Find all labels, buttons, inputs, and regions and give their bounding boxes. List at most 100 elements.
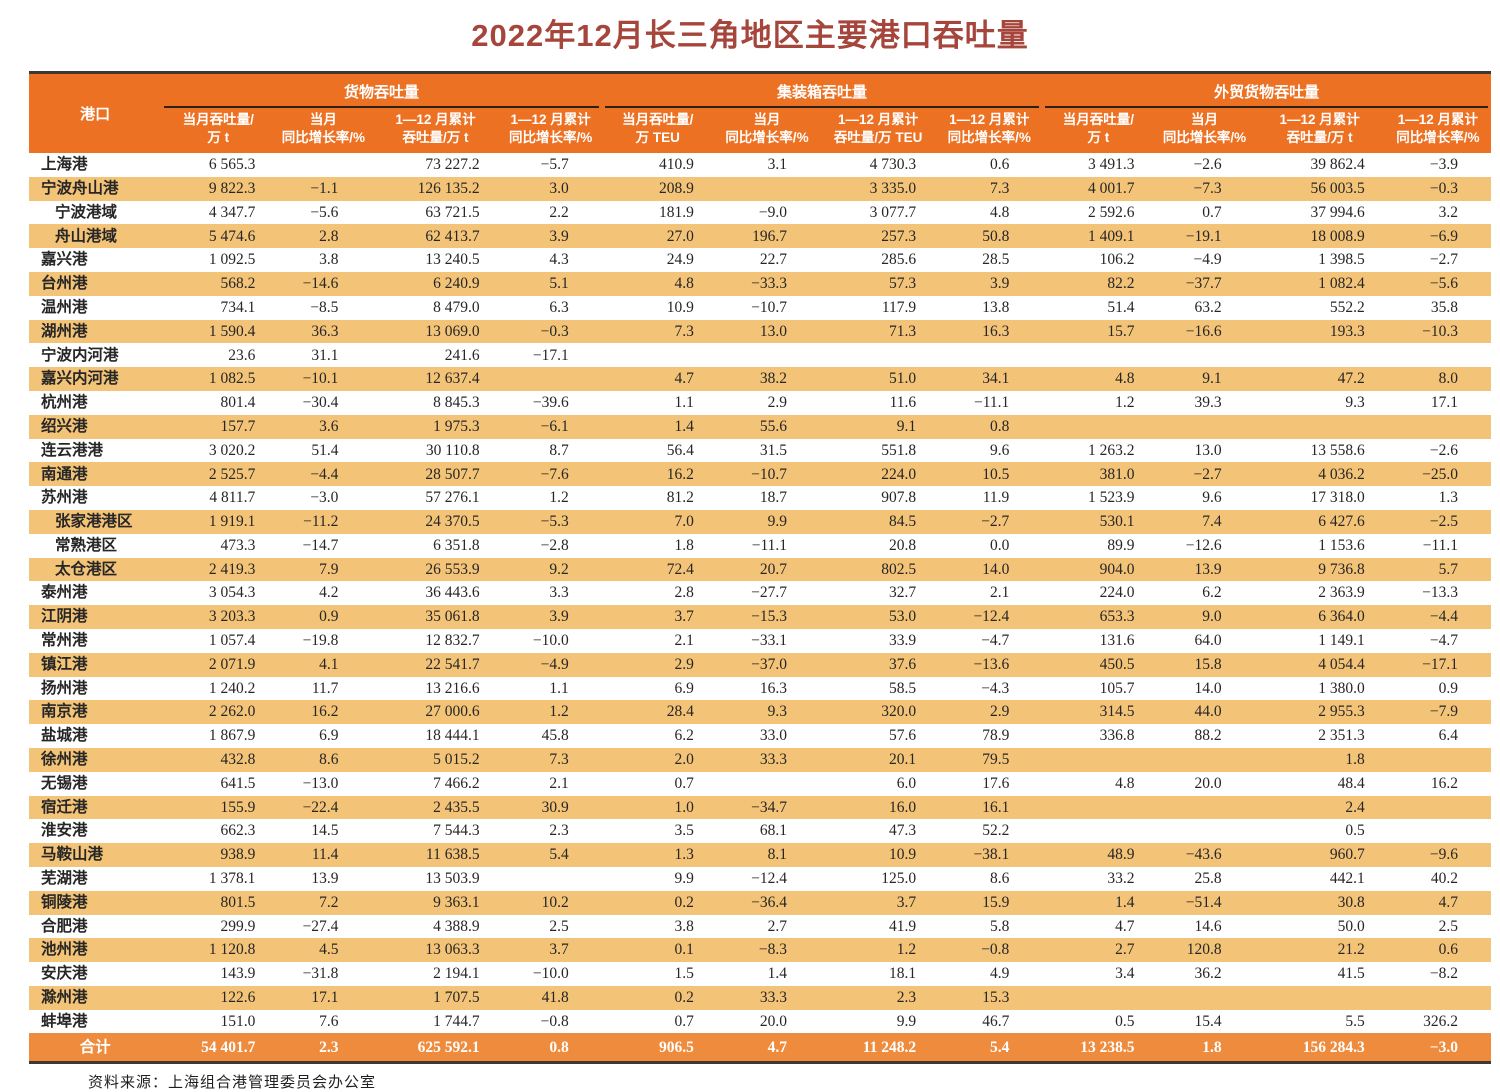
value-cell: 9 736.8 — [1254, 557, 1385, 582]
value-cell: −34.7 — [713, 795, 821, 820]
value-cell: 1 523.9 — [1087, 489, 1135, 507]
value-cell: −37.0 — [713, 652, 821, 677]
value-cell: 2.2 — [549, 203, 569, 221]
value-cell: 4.1 — [275, 652, 372, 677]
value-cell: 20.7 — [713, 557, 821, 582]
value-cell: 1.2 — [820, 938, 937, 963]
table-row: 江阴港 3 203.3 0.9 35 061.8 3.9 3.7 −15.3 53.0 −12.… — [29, 605, 1491, 629]
value-cell: −10.7 — [751, 298, 788, 316]
value-cell — [1154, 343, 1254, 367]
value-cell — [602, 343, 714, 367]
sub-header-row: 当月吞吐量/万 t 当月 同比增长率/% 1—12 月累计 吞吐量/万 t 1—12 月累… — [29, 108, 1491, 153]
value-cell: 442.1 — [1329, 870, 1365, 888]
value-cell: −13.6 — [936, 652, 1043, 677]
port-name: 宁波港域 — [55, 203, 118, 221]
value-cell: −10.3 — [1384, 319, 1491, 344]
table-row: 盐城港 1 867.9 6.9 18 444.1 45.8 6.2 33.0 57.6 78.9… — [29, 724, 1491, 748]
value-cell: 1 867.9 — [208, 727, 256, 745]
value-cell: −33.1 — [751, 632, 788, 650]
table-row: 池州港 1 120.8 4.5 13 063.3 3.7 0.1 −8.3 1.2 −0.8 2.… — [29, 938, 1491, 963]
value-cell — [1384, 414, 1491, 439]
value-cell: 24 370.5 — [371, 509, 500, 534]
value-cell: 2.1 — [989, 584, 1010, 602]
value-cell: −16.6 — [1154, 319, 1255, 344]
table-row: 绍兴港 157.7 3.6 1 975.3 −6.1 1.4 55.6 9.1 0.8 — [29, 414, 1491, 439]
value-cell: 50.0 — [1337, 917, 1365, 935]
value-cell: −8.5 — [310, 298, 339, 316]
value-cell: 10.9 — [820, 843, 937, 867]
value-cell: 801.5 — [161, 890, 276, 915]
table-row: 马鞍山港 938.9 11.4 11 638.5 5.4 1.3 8.1 10.9 −38.1 4… — [29, 843, 1491, 867]
value-cell: 68.1 — [759, 822, 788, 840]
value-cell: 13 063.3 — [371, 938, 500, 963]
value-cell: 3 077.7 — [869, 203, 917, 221]
value-cell: −9.0 — [758, 203, 788, 221]
value-cell: 0.5 — [1115, 1012, 1135, 1030]
port-name: 芜湖港 — [41, 870, 88, 888]
value-cell — [275, 153, 371, 177]
value-cell: 21.2 — [1254, 938, 1385, 963]
value-cell — [1255, 343, 1385, 367]
value-cell: 35.8 — [1430, 298, 1458, 316]
value-cell: 450.5 — [1042, 652, 1155, 677]
value-cell: 8.6 — [275, 747, 372, 772]
port-name: 绍兴港 — [29, 414, 162, 439]
group-label: 货物吞吐量 — [164, 74, 599, 108]
value-cell: 3.1 — [767, 156, 788, 174]
value-cell: 131.6 — [1099, 632, 1135, 650]
value-cell: 39.3 — [1194, 394, 1222, 412]
value-cell: 64.0 — [1194, 632, 1222, 650]
value-cell: 0.7 — [674, 1012, 694, 1030]
value-cell: 37.6 — [820, 652, 937, 677]
value-cell: 4.8 — [1042, 367, 1155, 391]
value-cell: 15.8 — [1154, 652, 1255, 677]
value-cell — [1042, 985, 1155, 1010]
value-cell: 9.3 — [1345, 394, 1365, 412]
value-cell: −11.1 — [974, 394, 1010, 412]
value-cell: −3.0 — [1384, 1033, 1491, 1063]
value-cell: −8.2 — [1429, 965, 1458, 983]
value-cell: 7.6 — [319, 1012, 339, 1030]
value-cell: 0.7 — [1202, 203, 1222, 221]
value-cell: 16.2 — [1430, 774, 1458, 792]
port-name: 常州港 — [41, 632, 88, 650]
port-name: 连云港港 — [41, 441, 104, 459]
value-cell: 1 263.2 — [1087, 441, 1135, 459]
value-cell: 41.8 — [499, 985, 602, 1010]
value-cell: −4.7 — [981, 632, 1010, 650]
table-row: 嘉兴港 1 092.5 3.8 13 240.5 4.3 24.9 22.7 285.6 28.… — [29, 248, 1491, 272]
value-cell: 5.4 — [499, 843, 602, 867]
value-cell: 11 638.5 — [371, 843, 500, 867]
value-cell: 44.0 — [1154, 700, 1255, 725]
value-cell: −30.4 — [302, 394, 339, 412]
value-cell: 0.5 — [1345, 822, 1365, 840]
value-cell: 241.6 — [444, 346, 480, 364]
port-name: 南通港 — [29, 462, 162, 487]
table-row: 张家港港区 1 919.1 −11.2 24 370.5 −5.3 7.0 9.9 84.5−… — [29, 509, 1491, 534]
value-cell: 20.0 — [759, 1012, 788, 1030]
value-cell: 2.3 — [549, 822, 569, 840]
value-cell: 84.5 — [820, 509, 937, 534]
table-row: 扬州港 1 240.2 11.7 13 216.6 1.1 6.9 16.3 58.5 −4.3… — [29, 677, 1491, 701]
value-cell: 2.7 — [1042, 938, 1155, 963]
value-cell — [1384, 795, 1491, 820]
value-cell: 3 203.3 — [161, 605, 276, 629]
value-cell: 50.8 — [936, 224, 1043, 249]
value-cell: 3.7 — [499, 938, 602, 963]
value-cell: 51.4 — [1107, 298, 1135, 316]
value-cell: 432.8 — [161, 747, 276, 772]
group-header-cargo: 货物吞吐量 — [161, 72, 602, 108]
value-cell: −15.3 — [713, 605, 821, 629]
port-name: 宁波内河港 — [41, 346, 119, 364]
value-cell: 336.8 — [1099, 727, 1135, 745]
value-cell: 56.4 — [666, 441, 694, 459]
value-cell: 7.3 — [499, 747, 602, 772]
value-cell: 960.7 — [1254, 843, 1385, 867]
value-cell: 15.4 — [1194, 1012, 1222, 1030]
value-cell — [1154, 747, 1255, 772]
value-cell: −4.3 — [981, 679, 1010, 697]
value-cell: 79.5 — [936, 747, 1043, 772]
value-cell: 14.0 — [936, 557, 1043, 582]
value-cell: 26 553.9 — [371, 557, 500, 582]
value-cell: 13.9 — [311, 870, 339, 888]
